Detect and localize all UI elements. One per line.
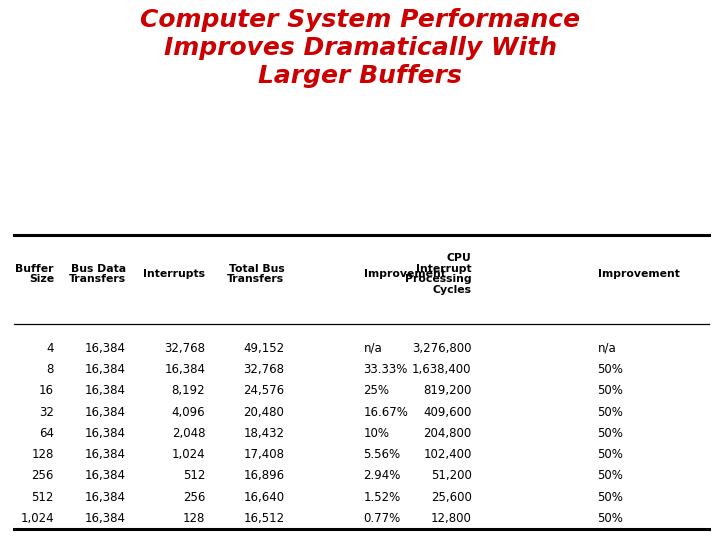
Text: Improvement: Improvement [364,269,446,279]
Text: 2.94%: 2.94% [364,469,401,482]
Text: 16,384: 16,384 [85,406,126,419]
Text: 256: 256 [183,491,205,504]
Text: 16,384: 16,384 [164,363,205,376]
Text: 51,200: 51,200 [431,469,472,482]
Text: 128: 128 [32,448,54,461]
Text: 512: 512 [183,469,205,482]
Text: 50%: 50% [598,427,624,440]
Text: 16,512: 16,512 [243,512,284,525]
Text: 3,276,800: 3,276,800 [412,342,472,355]
Text: 50%: 50% [598,363,624,376]
Text: 256: 256 [32,469,54,482]
Text: 32: 32 [39,406,54,419]
Text: 32,768: 32,768 [243,363,284,376]
Text: 50%: 50% [598,491,624,504]
Text: 16,384: 16,384 [85,427,126,440]
Text: Bus Data
Transfers: Bus Data Transfers [69,264,126,285]
Text: 4,096: 4,096 [171,406,205,419]
Text: 16,384: 16,384 [85,384,126,397]
Text: 16,384: 16,384 [85,363,126,376]
Text: 50%: 50% [598,406,624,419]
Text: 16,896: 16,896 [243,469,284,482]
Text: 17,408: 17,408 [243,448,284,461]
Text: 5.56%: 5.56% [364,448,401,461]
Text: n/a: n/a [364,342,382,355]
Text: 1.52%: 1.52% [364,491,401,504]
Text: 64: 64 [39,427,54,440]
Text: 819,200: 819,200 [423,384,472,397]
Text: 16,384: 16,384 [85,469,126,482]
Text: 8,192: 8,192 [171,384,205,397]
Text: 204,800: 204,800 [423,427,472,440]
Text: 102,400: 102,400 [423,448,472,461]
Text: 128: 128 [183,512,205,525]
Text: 50%: 50% [598,512,624,525]
Text: 4: 4 [47,342,54,355]
Text: Buffer
Size: Buffer Size [16,264,54,285]
Text: 33.33%: 33.33% [364,363,408,376]
Text: 12,800: 12,800 [431,512,472,525]
Text: 32,768: 32,768 [164,342,205,355]
Text: 24,576: 24,576 [243,384,284,397]
Text: 50%: 50% [598,448,624,461]
Text: 409,600: 409,600 [423,406,472,419]
Text: 16,384: 16,384 [85,342,126,355]
Text: 18,432: 18,432 [243,427,284,440]
Text: 1,638,400: 1,638,400 [412,363,472,376]
Text: 25,600: 25,600 [431,491,472,504]
Text: 49,152: 49,152 [243,342,284,355]
Text: 10%: 10% [364,427,390,440]
Text: n/a: n/a [598,342,616,355]
Text: 2,048: 2,048 [171,427,205,440]
Text: 16,384: 16,384 [85,448,126,461]
Text: Computer System Performance
Improves Dramatically With
Larger Buffers: Computer System Performance Improves Dra… [140,8,580,87]
Text: 512: 512 [32,491,54,504]
Text: 16,384: 16,384 [85,491,126,504]
Text: 20,480: 20,480 [243,406,284,419]
Text: 16,640: 16,640 [243,491,284,504]
Text: 25%: 25% [364,384,390,397]
Text: 16: 16 [39,384,54,397]
Text: 1,024: 1,024 [20,512,54,525]
Text: Improvement: Improvement [598,269,680,279]
Text: Interrupts: Interrupts [143,269,205,279]
Text: 50%: 50% [598,384,624,397]
Text: 16.67%: 16.67% [364,406,408,419]
Text: Total Bus
Transfers: Total Bus Transfers [228,264,284,285]
Text: 16,384: 16,384 [85,512,126,525]
Text: CPU
Interrupt
Processing
Cycles: CPU Interrupt Processing Cycles [405,253,472,295]
Text: 8: 8 [47,363,54,376]
Text: 0.77%: 0.77% [364,512,401,525]
Text: 1,024: 1,024 [171,448,205,461]
Text: 50%: 50% [598,469,624,482]
